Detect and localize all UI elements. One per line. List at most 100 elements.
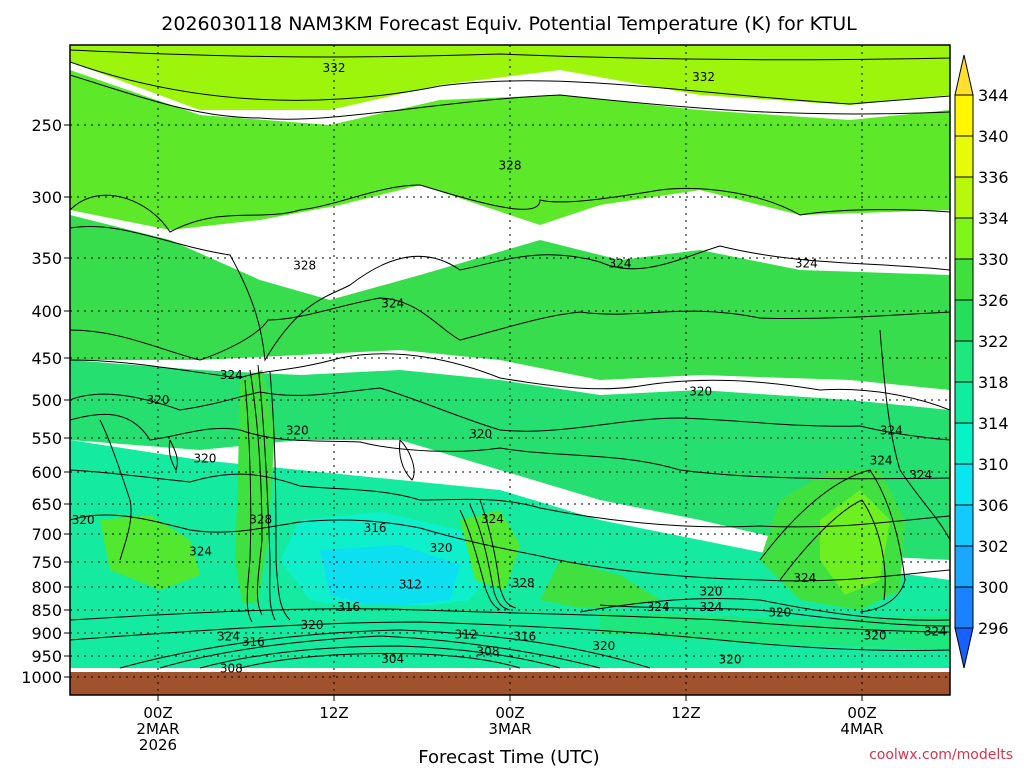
y-tick-label-1: 300	[31, 188, 62, 207]
contour-label-40: 308	[477, 644, 500, 658]
color-band-7	[320, 545, 460, 608]
contour-line-16	[469, 504, 511, 611]
contour-line-7	[70, 387, 950, 441]
y-tick-label-6: 550	[31, 429, 62, 448]
contour-label-22: 312	[399, 578, 422, 592]
colorbar-label-2: 336	[978, 168, 1009, 187]
contour-label-17: 328	[249, 513, 272, 527]
contour-label-3: 328	[293, 258, 316, 272]
y-tick-label-3: 400	[31, 302, 62, 321]
contour-label-36: 320	[864, 628, 887, 642]
colorbar-label-9: 310	[978, 455, 1009, 474]
contour-label-24: 316	[337, 600, 360, 614]
colorbar-label-1: 340	[978, 127, 1009, 146]
x-tick-label-0-1: 2MAR	[136, 720, 179, 738]
contour-line-20	[239, 653, 521, 669]
contour-line-2	[70, 74, 950, 120]
contour-label-30: 320	[768, 605, 791, 619]
contour-label-31: 324	[217, 630, 240, 644]
contour-line-30	[168, 439, 178, 472]
colorbar-segment-0	[954, 94, 974, 137]
x-tick-label-4-1: 4MAR	[840, 720, 883, 738]
contour-label-12: 324	[880, 423, 903, 437]
color-band-14	[540, 560, 660, 612]
contour-label-2: 328	[499, 158, 522, 172]
x-tick-label-0-0: 00Z	[143, 704, 172, 722]
colorbar-segment-1	[954, 135, 974, 178]
contour-line-4	[70, 226, 950, 362]
contour-label-1: 332	[692, 70, 715, 84]
contour-label-9: 320	[286, 423, 309, 437]
contour-label-15: 320	[193, 451, 216, 465]
contour-label-21: 324	[189, 544, 212, 558]
chart-title: 2026030118 NAM3KM Forecast Equiv. Potent…	[161, 13, 857, 35]
colorbar-label-5: 326	[978, 291, 1009, 310]
contour-label-20: 320	[430, 541, 453, 555]
contour-label-25: 320	[301, 618, 324, 632]
colorbar-label-8: 314	[978, 414, 1009, 433]
contour-line-25	[599, 604, 950, 627]
x-tick-label-0-2: 2026	[139, 736, 177, 754]
contour-label-23: 328	[512, 576, 535, 590]
contour-line-21	[119, 629, 651, 669]
y-tick-label-0: 250	[31, 116, 62, 135]
contour-label-38: 308	[220, 662, 243, 676]
contour-lines	[70, 49, 950, 669]
contour-line-10	[70, 514, 950, 582]
contour-line-19	[199, 645, 561, 669]
color-band-3	[70, 215, 950, 390]
contour-label-28: 324	[647, 600, 670, 614]
colorbar-segment-11	[954, 545, 974, 588]
contour-label-7: 324	[220, 368, 243, 382]
contour-line-11	[249, 369, 263, 616]
colorbar-segment-9	[954, 463, 974, 506]
contour-label-37: 324	[924, 625, 947, 639]
contour-line-29	[99, 419, 132, 561]
colorbar-label-0: 344	[978, 86, 1009, 105]
x-tick-label-2-0: 00Z	[495, 704, 524, 722]
colorbar-label-10: 306	[978, 496, 1009, 515]
contour-label-41: 320	[719, 652, 742, 666]
credit-text: coolwx.com/modelts	[869, 747, 1013, 763]
contour-line-9	[70, 469, 950, 528]
contour-line-17	[479, 499, 517, 609]
contour-label-19: 324	[481, 512, 504, 526]
contour-line-6	[70, 353, 950, 411]
contour-line-22	[70, 621, 950, 652]
color-bands	[70, 45, 950, 668]
contour-line-31	[399, 439, 415, 481]
colorbar: 344 340 336 334 330 326 322 318 314 310 306 302 300 2…	[954, 54, 1009, 669]
contour-line-23	[70, 608, 950, 633]
contour-label-26: 320	[699, 585, 722, 599]
color-band-12	[235, 370, 275, 620]
x-axis-label: Forecast Time (UTC)	[418, 747, 599, 768]
contour-label-8: 320	[147, 393, 170, 407]
y-tick-label-9: 700	[31, 525, 62, 544]
colorbar-label-12: 300	[978, 578, 1009, 597]
y-tick-label-10: 750	[31, 553, 62, 572]
colorbar-segment-8	[954, 422, 974, 465]
colorbar-segment-3	[954, 217, 974, 260]
contour-line-26	[759, 469, 906, 613]
contour-line-0	[70, 49, 950, 61]
x-tick-label-3-0: 12Z	[671, 704, 700, 722]
colorbar-label-11: 302	[978, 537, 1009, 556]
colorbar-label-6: 322	[978, 332, 1009, 351]
colorbar-top-arrow	[954, 54, 974, 96]
x-tick-label-4-0: 00Z	[847, 704, 876, 722]
colorbar-segment-10	[954, 504, 974, 547]
color-band-17	[460, 510, 520, 590]
contour-label-11: 320	[689, 385, 712, 399]
y-tick-label-11: 800	[31, 578, 62, 597]
contour-label-33: 312	[455, 627, 478, 641]
contour-label-27: 324	[793, 571, 816, 585]
contour-line-14	[269, 371, 291, 621]
y-tick-label-2: 350	[31, 249, 62, 268]
contour-label-34: 316	[513, 630, 536, 644]
contour-label-35: 320	[592, 639, 615, 653]
contour-line-13	[244, 379, 253, 623]
colorbar-segment-4	[954, 258, 974, 301]
